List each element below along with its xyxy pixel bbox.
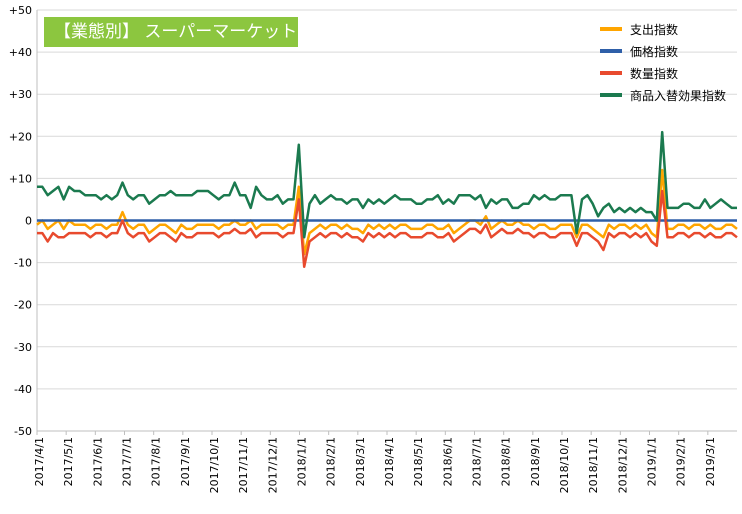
x-tick-label: 2017/10/1: [208, 437, 221, 493]
x-tick-label: 2018/2/1: [325, 437, 338, 486]
y-tick-label: -30: [14, 341, 32, 354]
x-tick-label: 2018/1/1: [296, 437, 309, 486]
legend-item: 支出指数: [600, 18, 726, 40]
x-tick-label: 2018/9/1: [529, 437, 542, 486]
y-tick-label: +40: [9, 46, 32, 59]
series-line-4: [37, 130, 737, 239]
y-tick-labels: +50 +40 +30 +20 +10 0 -10 -20 -30 -40 -50: [9, 4, 32, 438]
x-tick-label: 2018/3/1: [354, 437, 367, 486]
x-tick-label: 2019/2/1: [675, 437, 688, 486]
legend-item: 価格指数: [600, 40, 726, 62]
x-tick-label: 2017/5/1: [62, 437, 75, 486]
series-layer: [36, 130, 738, 269]
x-tick-label: 2017/8/1: [150, 437, 163, 486]
y-tick-label: -20: [14, 299, 32, 312]
x-tick-label: 2018/5/1: [412, 437, 425, 486]
y-tick-label: -50: [14, 425, 32, 438]
x-tick-label: 2019/3/1: [704, 437, 717, 486]
x-tick-label: 2018/6/1: [441, 437, 454, 486]
legend-label: 価格指数: [630, 44, 679, 59]
y-tick-label: 0: [25, 215, 32, 228]
x-tick-label: 2018/4/1: [383, 437, 396, 486]
x-tick-label: 2017/4/1: [33, 437, 46, 486]
x-tick-label: 2019/1/1: [646, 437, 659, 486]
chart-title: 【業態別】 スーパーマーケット: [44, 17, 298, 47]
legend-swatch: [600, 27, 622, 31]
y-tick-label: +20: [9, 130, 32, 143]
series-line-3: [37, 189, 738, 269]
x-tick-label: 2017/6/1: [91, 437, 104, 486]
x-tick-label: 2017/11/1: [237, 437, 250, 493]
x-tick-label: 2017/7/1: [121, 437, 134, 486]
legend-swatch: [600, 71, 622, 75]
series-line-1: [36, 168, 738, 256]
x-tick-label: 2018/12/1: [616, 437, 629, 493]
legend: 支出指数価格指数数量指数商品入替効果指数: [600, 18, 726, 106]
x-tick-label: 2018/7/1: [471, 437, 484, 486]
x-tick-labels: 2017/4/1 2017/5/1 2017/6/1 2017/7/1 2017/8/1…: [33, 437, 717, 493]
legend-swatch: [600, 93, 622, 97]
x-tick-label: 2017/12/1: [266, 437, 279, 493]
legend-swatch: [600, 49, 622, 53]
y-tick-label: +50: [9, 4, 32, 17]
legend-label: 商品入替効果指数: [630, 88, 727, 103]
legend-item: 商品入替効果指数: [600, 84, 726, 106]
x-tick-label: 2018/10/1: [558, 437, 571, 493]
x-tick-label: 2017/9/1: [179, 437, 192, 486]
legend-label: 支出指数: [630, 22, 679, 37]
y-tick-label: -40: [14, 383, 32, 396]
x-tick-label: 2018/11/1: [587, 437, 600, 493]
x-tick-label: 2018/8/1: [500, 437, 513, 486]
legend-label: 数量指数: [630, 66, 679, 81]
y-tick-label: +10: [9, 172, 32, 185]
legend-item: 数量指数: [600, 62, 726, 84]
y-tick-label: -10: [14, 257, 32, 270]
y-tick-label: +30: [9, 88, 32, 101]
